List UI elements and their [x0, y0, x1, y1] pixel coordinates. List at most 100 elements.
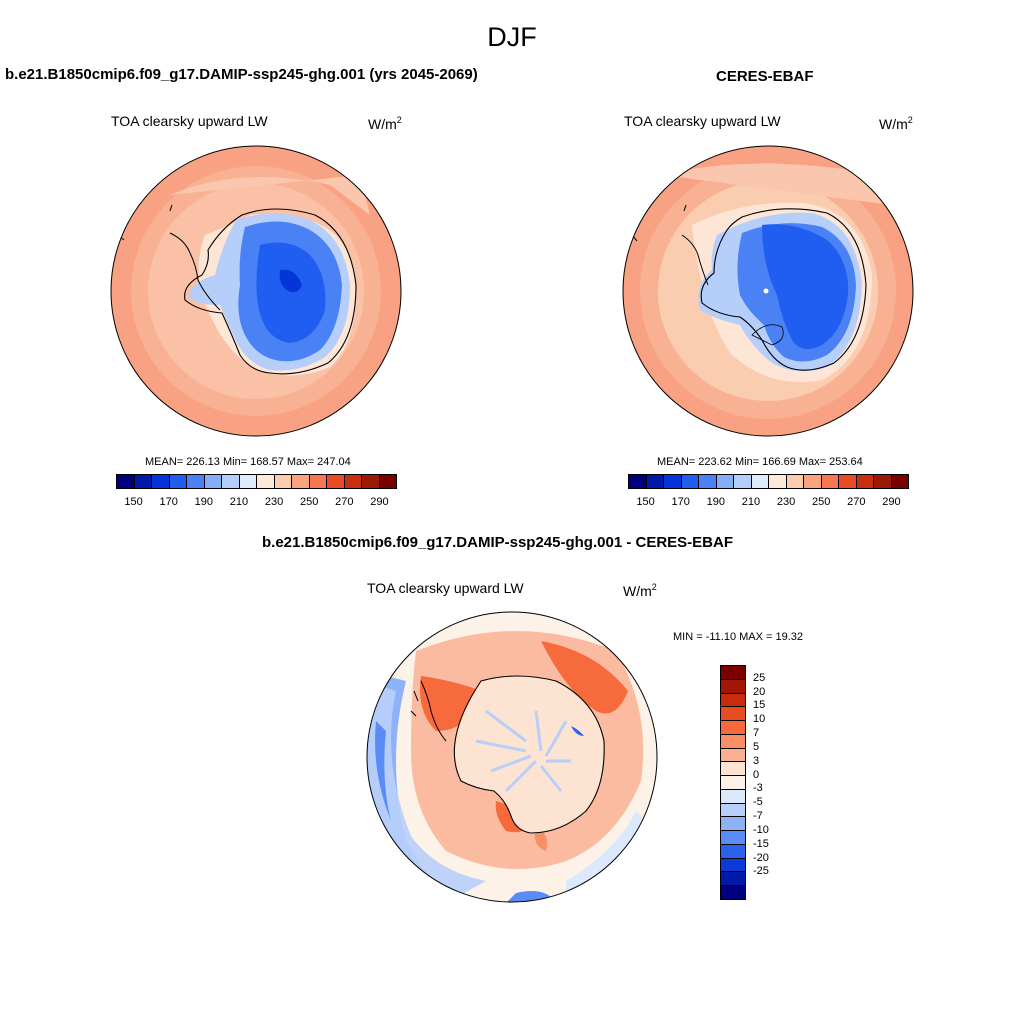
colorbar-box	[751, 475, 769, 488]
colorbar-box	[721, 872, 745, 887]
colorbar-box	[379, 475, 396, 488]
colorbar-tick-label: 15	[753, 699, 766, 712]
colorbar-tick-label: 190	[706, 496, 725, 508]
colorbar-tick-label: 150	[124, 496, 143, 508]
model-units-label: W/m2	[368, 115, 402, 132]
colorbar-tick-label: 230	[264, 496, 284, 508]
colorbar-tick-label: 250	[812, 496, 831, 508]
colorbar-box	[664, 475, 682, 488]
diff-colorbar-ticks: 25 20 15 10 7 5 3 0 -3 -5 -7 -10 -15 -20 -25	[751, 665, 791, 900]
colorbar-tick-label: 270	[335, 496, 354, 508]
colorbar-box	[699, 475, 717, 488]
diff-colorbar	[720, 665, 746, 900]
colorbar-box	[721, 679, 745, 694]
obs-units-label: W/m2	[879, 115, 913, 132]
colorbar-tick-label: 20	[753, 685, 766, 698]
diff-coastline	[453, 675, 605, 834]
colorbar-tick-label: -3	[753, 782, 763, 795]
colorbar-box	[292, 475, 310, 488]
colorbar-tick-label: 3	[753, 754, 760, 767]
colorbar-tick-label: 250	[300, 496, 319, 508]
colorbar-box	[239, 475, 257, 488]
colorbar-tick-label: 25	[753, 671, 766, 684]
model-polar-map	[110, 145, 402, 437]
colorbar-box	[134, 475, 152, 488]
colorbar-tick-label: -5	[753, 796, 763, 809]
colorbar-box	[721, 707, 745, 722]
colorbar-tick-label: 190	[194, 496, 213, 508]
colorbar-box	[874, 475, 892, 488]
colorbar-box	[721, 721, 745, 735]
colorbar-box	[646, 475, 664, 488]
colorbar-box	[839, 475, 857, 488]
colorbar-tick-label: -10	[753, 823, 769, 836]
colorbar-box	[681, 475, 699, 488]
colorbar-box	[786, 475, 804, 488]
colorbar-box	[721, 734, 745, 749]
model-variable-label: TOA clearsky upward LW	[111, 113, 268, 129]
colorbar-box	[769, 475, 787, 488]
colorbar-box	[274, 475, 292, 488]
obs-stats: MEAN= 223.62 Min= 166.69 Max= 253.64	[657, 456, 863, 468]
colorbar-tick-label: 170	[671, 496, 690, 508]
colorbar-box	[821, 475, 839, 488]
obs-polar-map	[622, 145, 914, 437]
colorbar-box	[721, 693, 745, 708]
colorbar-box	[204, 475, 222, 488]
colorbar-box	[804, 475, 822, 488]
figure-title: DJF	[487, 22, 537, 52]
colorbar-tick-label: 270	[847, 496, 866, 508]
colorbar-box	[721, 776, 745, 790]
colorbar-box	[327, 475, 345, 488]
colorbar-tick-label: 5	[753, 740, 760, 753]
obs-variable-label: TOA clearsky upward LW	[624, 113, 781, 129]
model-stats: MEAN= 226.13 Min= 168.57 Max= 247.04	[145, 456, 351, 468]
colorbar-box	[721, 831, 745, 845]
colorbar-tick-label: 210	[229, 496, 249, 508]
colorbar-tick-label: -20	[753, 851, 769, 864]
colorbar-tick-label: 150	[636, 496, 655, 508]
colorbar-box	[169, 475, 187, 488]
colorbar-box	[891, 475, 908, 488]
colorbar-box	[257, 475, 275, 488]
diff-polar-map	[366, 611, 658, 903]
colorbar-box	[152, 475, 170, 488]
colorbar-box	[721, 886, 745, 900]
colorbar-box	[721, 817, 745, 832]
colorbar-box	[117, 475, 135, 488]
colorbar-box	[721, 666, 745, 680]
colorbar-box	[344, 475, 362, 488]
obs-map-border	[622, 145, 914, 437]
obs-coastline	[700, 208, 867, 371]
colorbar-tick-label: 7	[753, 727, 760, 740]
model-colorbar	[116, 474, 397, 489]
colorbar-box	[721, 762, 745, 777]
obs-colorbar	[628, 474, 909, 489]
colorbar-tick-label: 170	[159, 496, 178, 508]
colorbar-box	[721, 789, 745, 804]
model-panel-title: b.e21.B1850cmip6.f09_g17.DAMIP-ssp245-gh…	[5, 66, 478, 83]
colorbar-tick-label: -7	[753, 810, 763, 823]
model-map-border	[110, 145, 402, 437]
colorbar-tick-label: -15	[753, 837, 769, 850]
colorbar-box	[716, 475, 734, 488]
model-coastline	[184, 208, 357, 375]
colorbar-box	[629, 475, 647, 488]
colorbar-tick-label: 290	[882, 496, 901, 508]
colorbar-box	[309, 475, 327, 488]
colorbar-box	[721, 844, 745, 859]
obs-panel-title: CERES-EBAF	[716, 68, 814, 85]
colorbar-tick-label: -25	[753, 865, 769, 878]
colorbar-tick-label: 0	[753, 768, 760, 781]
colorbar-box	[187, 475, 205, 488]
colorbar-tick-label: 290	[370, 496, 389, 508]
diff-stats: MIN = -11.10 MAX = 19.32	[673, 631, 804, 643]
colorbar-box	[721, 803, 745, 818]
diff-units-label: W/m2	[623, 582, 657, 599]
diff-variable-label: TOA clearsky upward LW	[367, 580, 524, 596]
colorbar-box	[362, 475, 380, 488]
colorbar-box	[734, 475, 752, 488]
diff-panel-title: b.e21.B1850cmip6.f09_g17.DAMIP-ssp245-gh…	[262, 534, 733, 551]
colorbar-box	[856, 475, 874, 488]
colorbar-tick-label: 210	[741, 496, 761, 508]
